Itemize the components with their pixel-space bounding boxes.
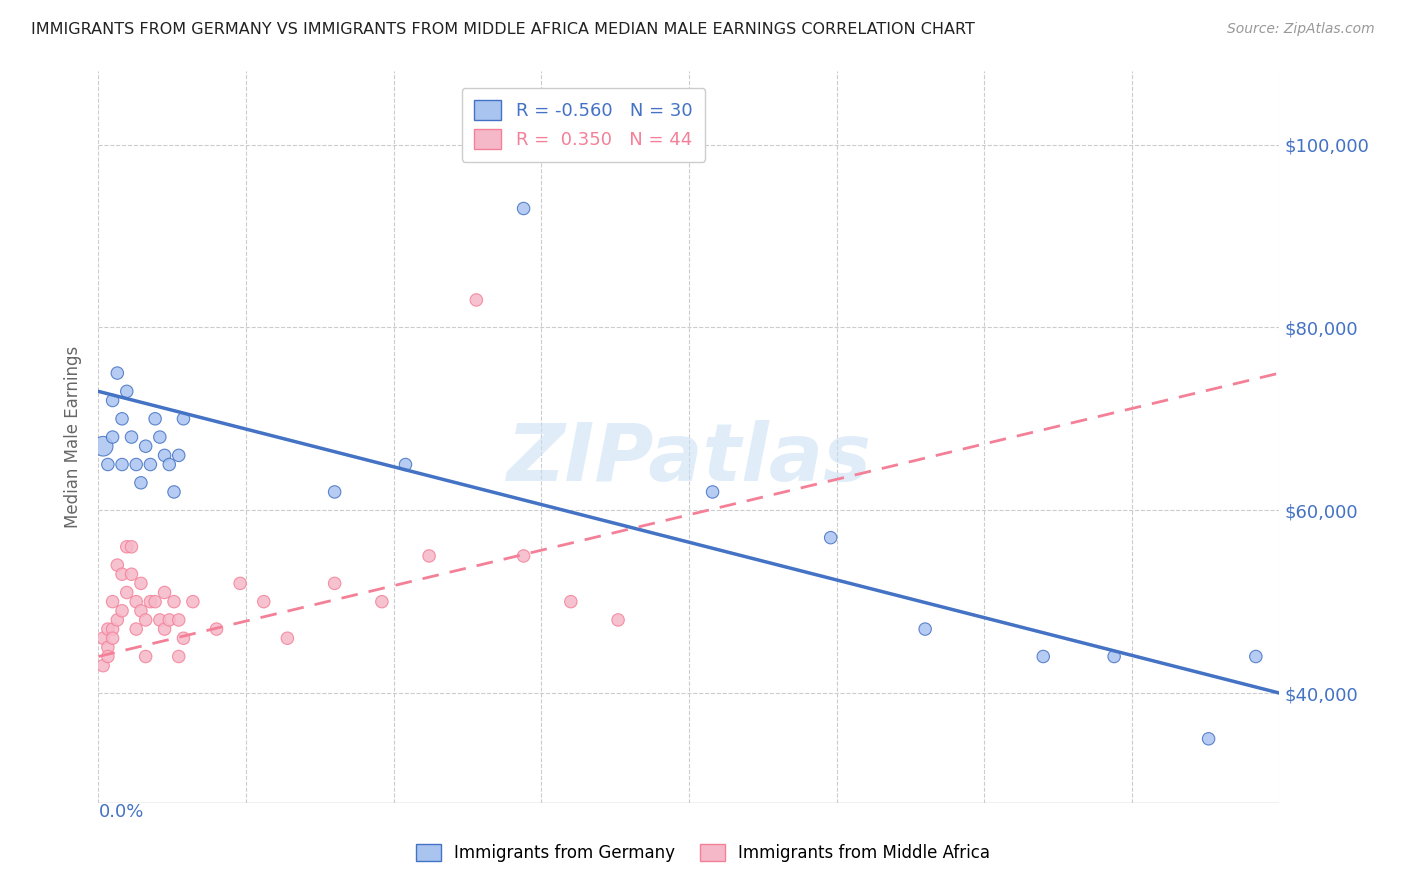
Point	[101, 594, 124, 608]
Point	[418, 549, 440, 563]
Point	[914, 622, 936, 636]
Point	[129, 604, 152, 618]
Point	[323, 484, 346, 499]
Point	[111, 458, 134, 472]
Point	[163, 594, 186, 608]
Point	[157, 613, 180, 627]
Point	[135, 439, 157, 453]
Point	[253, 594, 276, 608]
Point	[125, 594, 148, 608]
Point	[97, 640, 120, 655]
Point	[276, 631, 298, 645]
Point	[97, 458, 120, 472]
Point	[153, 448, 176, 462]
Point	[129, 576, 152, 591]
Point	[143, 411, 166, 425]
Legend: Immigrants from Germany, Immigrants from Middle Africa: Immigrants from Germany, Immigrants from…	[408, 836, 998, 871]
Point	[560, 594, 582, 608]
Point	[135, 613, 157, 627]
Point	[91, 658, 114, 673]
Point	[91, 439, 114, 453]
Point	[105, 366, 128, 380]
Point	[229, 576, 252, 591]
Point	[91, 631, 114, 645]
Point	[167, 448, 190, 462]
Point	[1102, 649, 1125, 664]
Point	[101, 622, 124, 636]
Point	[121, 540, 143, 554]
Point	[149, 430, 172, 444]
Point	[135, 649, 157, 664]
Point	[153, 585, 176, 599]
Point	[157, 458, 180, 472]
Point	[139, 458, 162, 472]
Point	[143, 594, 166, 608]
Point	[167, 649, 190, 664]
Point	[101, 430, 124, 444]
Text: 0.0%: 0.0%	[98, 803, 143, 821]
Point	[125, 622, 148, 636]
Point	[465, 293, 488, 307]
Text: IMMIGRANTS FROM GERMANY VS IMMIGRANTS FROM MIDDLE AFRICA MEDIAN MALE EARNINGS CO: IMMIGRANTS FROM GERMANY VS IMMIGRANTS FR…	[31, 22, 974, 37]
Point	[181, 594, 204, 608]
Legend: R = -0.560   N = 30, R =  0.350   N = 44: R = -0.560 N = 30, R = 0.350 N = 44	[461, 87, 706, 161]
Point	[105, 558, 128, 573]
Point	[115, 384, 138, 399]
Point	[163, 484, 186, 499]
Point	[205, 622, 228, 636]
Point	[371, 594, 394, 608]
Point	[394, 458, 416, 472]
Point	[1198, 731, 1220, 746]
Point	[323, 576, 346, 591]
Point	[121, 567, 143, 582]
Point	[512, 202, 534, 216]
Point	[97, 649, 120, 664]
Point	[153, 622, 176, 636]
Point	[115, 540, 138, 554]
Point	[139, 594, 162, 608]
Text: ZIPatlas: ZIPatlas	[506, 420, 872, 498]
Point	[1244, 649, 1267, 664]
Point	[1032, 649, 1054, 664]
Point	[125, 458, 148, 472]
Point	[820, 531, 842, 545]
Point	[129, 475, 152, 490]
Point	[121, 430, 143, 444]
Y-axis label: Median Male Earnings: Median Male Earnings	[65, 346, 83, 528]
Point	[115, 585, 138, 599]
Point	[512, 549, 534, 563]
Point	[101, 393, 124, 408]
Point	[607, 613, 630, 627]
Point	[111, 567, 134, 582]
Point	[105, 613, 128, 627]
Point	[172, 631, 194, 645]
Point	[149, 613, 172, 627]
Point	[111, 411, 134, 425]
Point	[101, 631, 124, 645]
Point	[97, 622, 120, 636]
Point	[111, 604, 134, 618]
Point	[172, 411, 194, 425]
Text: Source: ZipAtlas.com: Source: ZipAtlas.com	[1227, 22, 1375, 37]
Point	[167, 613, 190, 627]
Point	[702, 484, 724, 499]
